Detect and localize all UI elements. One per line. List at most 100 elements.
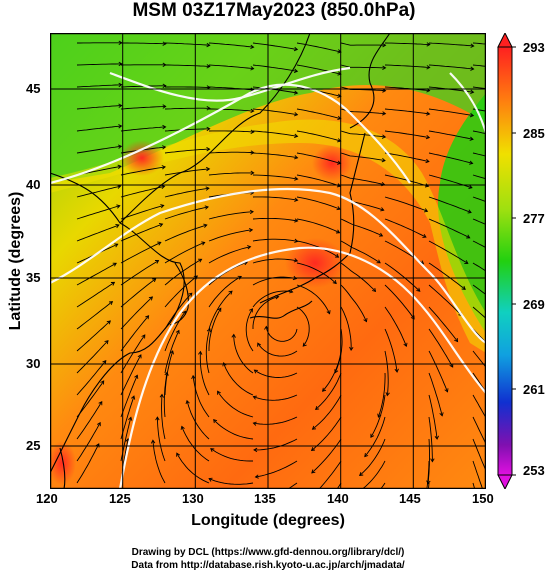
streamline-arrowhead — [302, 342, 307, 347]
streamline-arrowhead — [363, 318, 368, 323]
streamline — [164, 148, 210, 154]
streamline-arrowhead — [454, 337, 459, 343]
streamline — [296, 174, 341, 187]
streamline — [76, 145, 122, 154]
streamline — [428, 394, 438, 440]
streamline-arrowhead — [102, 360, 107, 365]
streamline — [340, 174, 385, 186]
streamline-arrowhead — [466, 234, 471, 239]
streamline — [252, 174, 298, 180]
streamline-arrowhead — [118, 61, 123, 67]
streamline-arrowhead — [118, 103, 123, 108]
streamline — [296, 262, 337, 284]
streamline — [472, 328, 486, 344]
streamline — [428, 42, 474, 47]
y-tick-45: 45 — [26, 81, 41, 96]
streamline — [164, 206, 209, 220]
y-tick-40: 40 — [26, 177, 41, 192]
streamline — [164, 42, 210, 46]
streamline — [121, 42, 166, 45]
streamline-arrowhead — [310, 447, 316, 452]
streamline-arrowhead — [128, 416, 133, 421]
y-axis-label: Latitude (degrees) — [7, 191, 24, 331]
streamline-arrowhead — [371, 287, 377, 293]
hot-spot-korea — [120, 140, 164, 176]
streamline-arrowhead — [154, 260, 160, 264]
streamline — [208, 151, 254, 154]
streamline-arrowhead — [252, 395, 257, 400]
streamline — [252, 130, 298, 137]
streamline — [315, 372, 342, 410]
streamline — [252, 196, 298, 201]
streamline — [76, 380, 105, 418]
streamline — [340, 218, 383, 237]
y-tick-35: 35 — [26, 270, 41, 285]
streamline-arrowhead — [449, 363, 454, 368]
streamline — [208, 478, 254, 485]
streamline-arrowhead — [335, 229, 341, 234]
streamline — [340, 130, 386, 138]
streamline — [253, 394, 298, 401]
streamline-arrowhead — [382, 111, 387, 116]
streamline — [296, 196, 341, 210]
streamline-arrowhead — [118, 124, 123, 129]
streamline-arrowhead — [145, 315, 150, 320]
streamline — [428, 218, 470, 239]
streamline — [164, 241, 205, 264]
streamline-arrowhead — [114, 243, 119, 248]
colorbar — [497, 33, 516, 489]
streamline — [252, 290, 293, 308]
streamline-arrowhead — [416, 287, 421, 292]
streamline-arrowhead — [201, 241, 206, 246]
streamline — [340, 306, 352, 351]
streamline — [472, 86, 486, 90]
streamline-arrowhead — [464, 260, 469, 264]
streamline-arrowhead — [250, 44, 255, 50]
x-tick-130: 130 — [182, 491, 204, 506]
streamline — [76, 401, 103, 440]
streamline — [296, 218, 340, 234]
streamline — [217, 391, 254, 418]
streamline-arrowhead — [469, 136, 474, 141]
streamline-arrowhead — [249, 209, 254, 215]
streamline — [165, 86, 210, 88]
streamline-arrowhead — [104, 340, 109, 345]
streamline-arrowhead — [148, 296, 154, 301]
streamline-arrowhead — [204, 205, 209, 210]
streamline-arrowhead — [108, 301, 114, 305]
streamline — [120, 315, 149, 352]
streamline — [364, 416, 386, 457]
streamline — [76, 205, 120, 220]
streamline — [384, 218, 427, 238]
streamline-arrowhead — [424, 183, 430, 188]
streamline-arrowhead — [311, 469, 316, 474]
streamline — [428, 328, 454, 368]
streamline-arrowhead — [249, 308, 254, 313]
streamline — [257, 342, 298, 357]
streamline — [384, 152, 429, 163]
streamline-arrowhead — [150, 439, 156, 444]
streamline — [208, 172, 254, 176]
streamline — [76, 262, 117, 286]
streamline — [384, 42, 430, 46]
streamline-arrowhead — [210, 448, 215, 452]
colorbar-tick-277: 277 — [523, 211, 545, 226]
streamline-arrowhead — [141, 334, 146, 339]
streamline — [472, 152, 486, 157]
streamline-arrowhead — [206, 147, 211, 152]
streamline-arrowhead — [322, 387, 327, 392]
streamline — [472, 174, 486, 180]
streamline — [165, 64, 210, 67]
streamline-arrowhead — [116, 204, 121, 209]
streamline — [210, 448, 253, 462]
streamline-arrowhead — [385, 392, 390, 397]
streamline — [253, 416, 298, 425]
streamline-arrowhead — [162, 83, 167, 88]
streamline — [311, 438, 342, 474]
streamline-arrowhead — [110, 281, 116, 286]
streamline — [254, 369, 298, 378]
streamline-arrowhead — [468, 184, 473, 189]
streamline — [428, 196, 472, 213]
streamline-arrowhead — [253, 447, 258, 453]
streamline-arrowhead — [425, 158, 430, 164]
